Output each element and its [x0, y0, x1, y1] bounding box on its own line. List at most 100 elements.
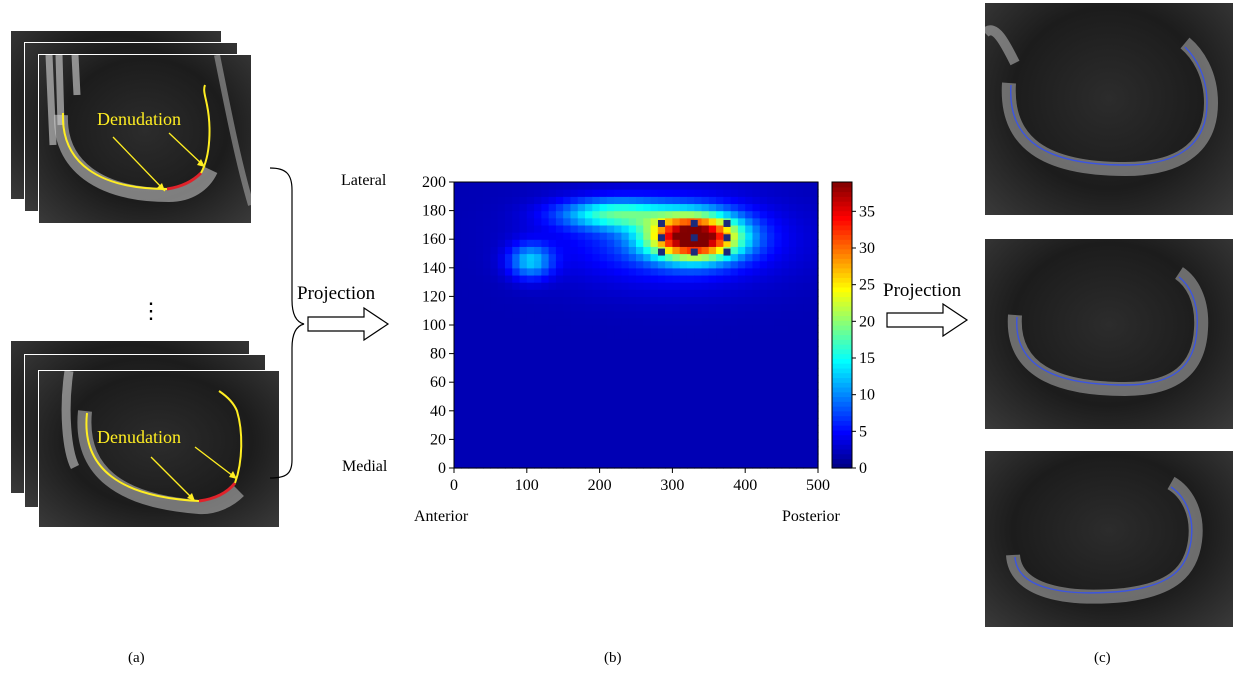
heatmap-cell	[701, 417, 710, 426]
heatmap-cell	[475, 289, 484, 297]
heatmap-cell	[774, 389, 783, 398]
heatmap-cell	[767, 325, 775, 333]
heatmap-cell	[723, 367, 732, 376]
heatmap-cell	[781, 453, 790, 462]
heatmap-cell	[752, 360, 761, 369]
heatmap-cell	[461, 267, 470, 276]
heatmap-cell	[759, 425, 768, 433]
heatmap-cell	[672, 246, 681, 255]
heatmap-cell	[534, 217, 542, 226]
heatmap-cell	[781, 303, 790, 312]
heatmap-cell	[803, 339, 812, 348]
heatmap-cell	[461, 232, 470, 240]
heatmap-cell	[650, 432, 659, 440]
heatmap-cell	[657, 267, 666, 276]
heatmap-cell	[796, 325, 805, 333]
heatmap-cell	[621, 217, 630, 226]
heatmap-cell	[563, 189, 572, 197]
heatmap-cell	[454, 239, 462, 247]
heatmap-cell	[679, 432, 688, 440]
heatmap-cell	[665, 446, 673, 455]
heatmap-cell	[694, 417, 703, 426]
heatmap-cell	[577, 382, 586, 390]
heatmap-cell	[701, 375, 710, 383]
heatmap-cell	[636, 260, 644, 269]
heatmap-cell	[781, 396, 790, 405]
heatmap-cell	[737, 289, 746, 297]
heatmap-cell	[577, 417, 586, 426]
heatmap-cell	[788, 346, 797, 355]
heatmap-cell	[497, 303, 506, 312]
heatmap-cell	[534, 289, 542, 297]
heatmap-cell	[519, 389, 528, 398]
colorbar-segment	[832, 334, 852, 340]
heatmap-cell	[694, 260, 703, 269]
heatmap-cell	[534, 403, 542, 412]
heatmap-cell	[636, 332, 644, 340]
heatmap-cell	[643, 389, 652, 398]
heatmap-cell	[759, 353, 768, 362]
heatmap-cell	[504, 332, 513, 340]
heatmap-cell	[737, 396, 746, 405]
heatmap-cell	[563, 396, 572, 405]
heatmap-cell	[803, 303, 812, 312]
heatmap-cell	[730, 246, 739, 255]
heatmap-cell	[563, 182, 572, 190]
heatmap-cell	[796, 332, 805, 340]
heatmap-cell	[694, 446, 703, 455]
heatmap-cell	[490, 189, 499, 197]
heatmap-cell	[483, 210, 491, 219]
heatmap-cell	[665, 360, 673, 369]
heatmap-cell	[621, 425, 630, 433]
heatmap-cell	[628, 289, 637, 297]
heatmap-cell	[577, 410, 586, 419]
heatmap-cell	[534, 367, 542, 376]
heatmap-cell	[599, 367, 608, 376]
heatmap-cell	[585, 339, 593, 348]
heatmap-cell	[461, 382, 470, 390]
colorbar-segment	[832, 396, 852, 402]
colorbar-segment	[832, 329, 852, 336]
colorbar-segment	[832, 229, 852, 236]
heatmap-cell	[548, 325, 557, 333]
heatmap-cell	[701, 332, 710, 340]
heatmap-cell	[519, 410, 528, 419]
heatmap-cell	[555, 232, 564, 240]
heatmap-cell	[541, 246, 550, 255]
heatmap-cell	[512, 289, 521, 297]
heatmap-cell	[592, 396, 601, 405]
heatmap-cell	[810, 289, 819, 297]
heatmap-cell	[788, 289, 797, 297]
heatmap-cell	[541, 289, 550, 297]
heatmap-cell	[497, 375, 506, 383]
heatmap-cell	[694, 353, 703, 362]
heatmap-cell	[636, 432, 644, 440]
heatmap-cell	[796, 382, 805, 390]
colorbar-segment	[832, 458, 852, 464]
heatmap-cell	[483, 224, 491, 233]
heatmap-cell	[606, 375, 615, 383]
heatmap-cell	[504, 217, 513, 226]
heatmap-cell	[767, 317, 775, 326]
heatmap-cell	[679, 239, 688, 247]
heatmap-cell	[490, 453, 499, 462]
heatmap-cell	[774, 224, 783, 233]
heatmap-cell	[621, 389, 630, 398]
heatmap-cell	[504, 417, 513, 426]
heatmap-cell	[585, 446, 593, 455]
heatmap-cell	[555, 346, 564, 355]
heatmap-cell	[534, 239, 542, 247]
heatmap-cell	[803, 224, 812, 233]
heatmap-cell	[759, 417, 768, 426]
heatmap-cell	[745, 396, 754, 405]
heatmap-cell	[606, 332, 615, 340]
heatmap-cell	[585, 439, 593, 448]
y-tick-label: 40	[430, 403, 446, 420]
heatmap-cell	[606, 453, 615, 462]
heatmap-cell	[701, 289, 710, 297]
heatmap-cell	[650, 232, 659, 240]
heatmap-cell	[767, 346, 775, 355]
heatmap-cell	[614, 360, 623, 369]
heatmap-cell	[548, 367, 557, 376]
heatmap-cell	[781, 274, 790, 283]
